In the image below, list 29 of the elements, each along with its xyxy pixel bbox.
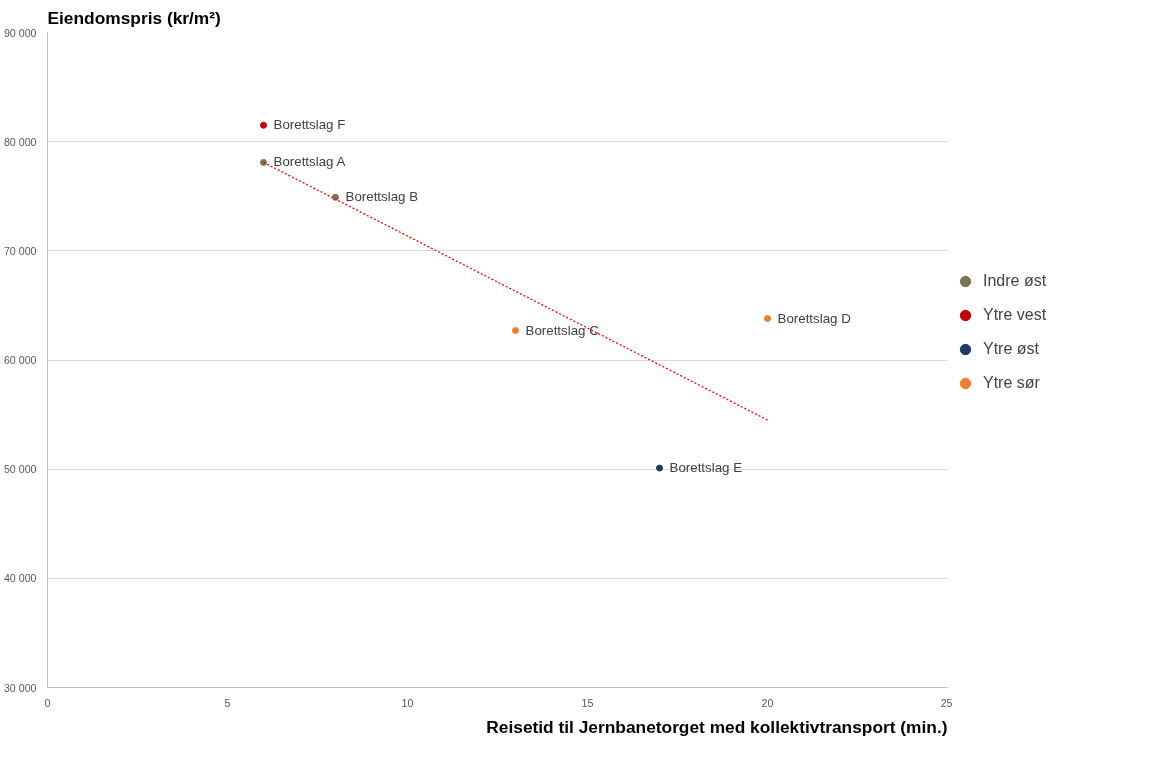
y-tick-label: 70 000 [3, 244, 37, 257]
y-tick-label: 60 000 [3, 354, 37, 366]
point [656, 464, 663, 472]
annotation: Borettslag B [345, 189, 419, 205]
point [512, 327, 519, 335]
x-tick-label: 20 [761, 696, 774, 709]
point [260, 121, 267, 129]
x-tick-label: 25 [940, 696, 953, 709]
legend-label: Ytre sør [983, 374, 1040, 393]
y-tick-label: 30 000 [3, 681, 37, 694]
x-tick-label: 10 [401, 696, 414, 709]
x-axis-title: Reisetid til Jernbanetorget med kollektivtransport (min.) [486, 716, 948, 737]
annotation: Borettslag D [777, 310, 851, 326]
annotation: Borettslag A [273, 154, 346, 170]
x-tick-label: 0 [44, 696, 51, 709]
x-tick-label: 15 [581, 696, 594, 709]
x-tick-label: 5 [224, 696, 231, 709]
y-tick-label: 90 000 [3, 26, 37, 39]
annotation: Borettslag F [273, 117, 346, 133]
legend-label: Ytre vest [983, 306, 1047, 325]
legend-label: Indre øst [983, 272, 1047, 291]
y-tick-label: 40 000 [3, 572, 37, 585]
y-axis-title: Eiendomspris (kr/m²) [47, 7, 221, 28]
y-tick-label: 80 000 [3, 135, 37, 148]
legend-label: Ytre øst [983, 340, 1040, 359]
annotation: Borettslag C [525, 322, 600, 338]
annotation: Borettslag E [669, 460, 743, 476]
point [764, 315, 771, 323]
y-tick-label: 50 000 [3, 463, 37, 476]
